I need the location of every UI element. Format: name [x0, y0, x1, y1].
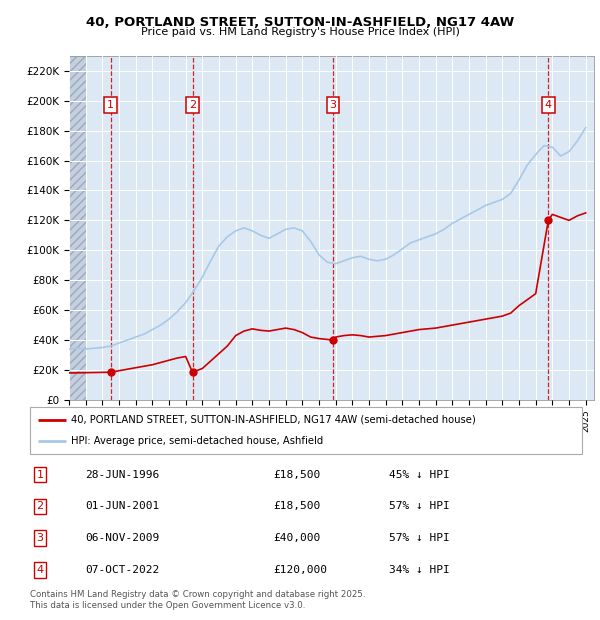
Text: Contains HM Land Registry data © Crown copyright and database right 2025.
This d: Contains HM Land Registry data © Crown c… [30, 590, 365, 609]
Text: 57% ↓ HPI: 57% ↓ HPI [389, 502, 449, 512]
Text: HPI: Average price, semi-detached house, Ashfield: HPI: Average price, semi-detached house,… [71, 436, 323, 446]
Text: 2: 2 [189, 100, 196, 110]
Text: 2: 2 [37, 502, 43, 512]
Text: 45% ↓ HPI: 45% ↓ HPI [389, 470, 449, 480]
Text: £18,500: £18,500 [273, 502, 320, 512]
Text: 1: 1 [107, 100, 114, 110]
Text: 34% ↓ HPI: 34% ↓ HPI [389, 565, 449, 575]
FancyBboxPatch shape [30, 407, 582, 454]
Text: £18,500: £18,500 [273, 470, 320, 480]
Text: 4: 4 [37, 565, 43, 575]
Text: £40,000: £40,000 [273, 533, 320, 543]
Text: 3: 3 [37, 533, 43, 543]
Text: 06-NOV-2009: 06-NOV-2009 [85, 533, 160, 543]
Text: 1: 1 [37, 470, 43, 480]
Text: Price paid vs. HM Land Registry's House Price Index (HPI): Price paid vs. HM Land Registry's House … [140, 27, 460, 37]
Text: £120,000: £120,000 [273, 565, 327, 575]
Text: 4: 4 [545, 100, 552, 110]
Text: 07-OCT-2022: 07-OCT-2022 [85, 565, 160, 575]
Bar [69, 56, 86, 400]
Text: 3: 3 [329, 100, 337, 110]
Text: 40, PORTLAND STREET, SUTTON-IN-ASHFIELD, NG17 4AW (semi-detached house): 40, PORTLAND STREET, SUTTON-IN-ASHFIELD,… [71, 415, 476, 425]
Text: 01-JUN-2001: 01-JUN-2001 [85, 502, 160, 512]
Text: 57% ↓ HPI: 57% ↓ HPI [389, 533, 449, 543]
Text: 28-JUN-1996: 28-JUN-1996 [85, 470, 160, 480]
Text: 40, PORTLAND STREET, SUTTON-IN-ASHFIELD, NG17 4AW: 40, PORTLAND STREET, SUTTON-IN-ASHFIELD,… [86, 16, 514, 29]
